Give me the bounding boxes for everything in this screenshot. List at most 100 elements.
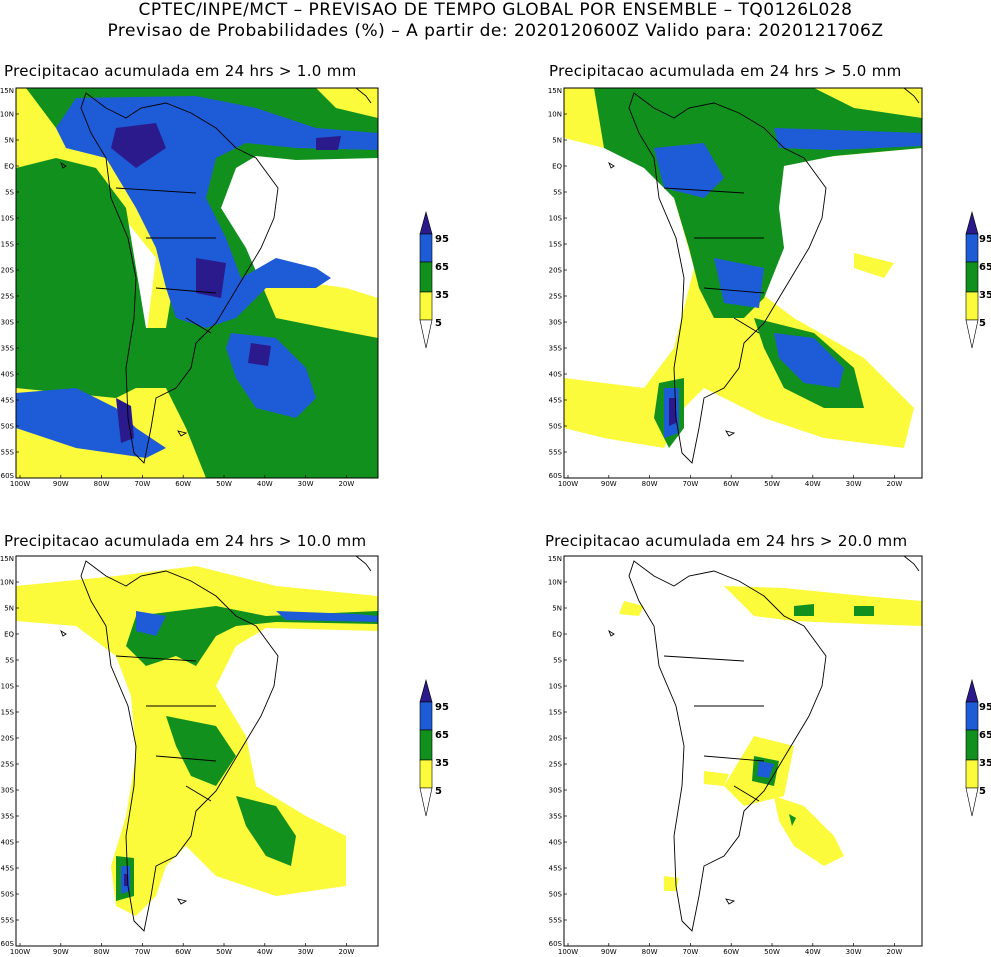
panel-4-lon-label: 60W: [723, 948, 739, 956]
colorbar-3-label-65: 65: [435, 730, 449, 741]
panel-2-lat-label: 30S: [549, 319, 563, 327]
panel-3-lon-label: 80W: [94, 948, 110, 956]
panel-1-lon-label: 20W: [338, 480, 354, 488]
panel-1-lon-label: 90W: [53, 480, 69, 488]
panel-2-lon-label: 80W: [642, 480, 658, 488]
colorbar-1-label-65: 65: [435, 262, 449, 273]
panel-3-map: 15N 10N 5N EQ 5S 10S 15S 20S 25S 30S 35S 40S 45S 50S 5…: [0, 555, 379, 956]
panel-3-lon-label: 100W: [10, 948, 30, 956]
panel-2-lat-label: 5N: [552, 137, 562, 145]
panel-1-lat-label: 35S: [1, 345, 15, 353]
panel-1-lat-label: 30S: [1, 319, 15, 327]
panel-1-lon-label: 50W: [216, 480, 232, 488]
colorbar-4-label-65: 65: [979, 730, 991, 741]
panel-2-lat-label: 5S: [553, 189, 562, 197]
panel-2-lat-label: 25S: [549, 293, 563, 301]
panel-3-lat-label: 10N: [0, 579, 14, 587]
panel-4-lat-label: 40S: [549, 839, 563, 847]
panel-1-lon-label: 30W: [298, 480, 314, 488]
panel-1-lat-label: 25S: [1, 293, 15, 301]
panel-1-lat-label: 20S: [1, 267, 15, 275]
panel-4-lat-label: EQ: [552, 631, 562, 639]
panel-4-title: Precipitacao acumulada em 24 hrs > 20.0 …: [545, 532, 908, 550]
panel-2-lat-label: 40S: [549, 371, 563, 379]
panel-1-lon-label: 80W: [94, 480, 110, 488]
panel-2-lat-label: 20S: [549, 267, 563, 275]
panel-3-lon-label: 70W: [134, 948, 150, 956]
colorbar-1-label-35: 35: [435, 290, 449, 301]
panel-3-title: Precipitacao acumulada em 24 hrs > 10.0 …: [4, 532, 367, 550]
panel-2-lon-label: 30W: [846, 480, 862, 488]
panel-2-lat-label: 15S: [549, 241, 563, 249]
panel-3-lat-label: 5S: [5, 657, 14, 665]
panel-2-lon-label: 90W: [601, 480, 617, 488]
panel-2-lon-label: 20W: [886, 480, 902, 488]
panel-1-lat-label: 10N: [0, 111, 14, 119]
panel-3-lat-label: 15N: [0, 555, 14, 563]
panel-1-lon-label: 70W: [134, 480, 150, 488]
colorbar-2-label-5: 5: [979, 318, 986, 329]
panel-1-lon-label: 100W: [10, 480, 30, 488]
panel-3-lat-label: 25S: [1, 761, 15, 769]
panel-3-lon-label: 60W: [175, 948, 191, 956]
panel-1-lat-label: 50S: [1, 423, 15, 431]
panel-3-lat-label: 30S: [1, 787, 15, 795]
panel-4-lat-label: 35S: [549, 813, 563, 821]
colorbar-2-label-35: 35: [979, 290, 991, 301]
panel-2-lat-label: 45S: [549, 397, 563, 405]
panel-2-lat-label: 10N: [548, 111, 562, 119]
panel-3-lat-label: 10S: [1, 683, 15, 691]
panel-4-lon-label: 70W: [682, 948, 698, 956]
panel-3-lon-label: 90W: [53, 948, 69, 956]
panel-2-lat-label: 60S: [549, 472, 563, 480]
panel-1-map: 15N 10N 5N EQ 5S 10S 15S 20S 25S 30S 35S 40S 45S 50S 5…: [0, 87, 379, 488]
panel-4-lon-ticks: 100W 90W 80W 70W 60W 50W 40W 30W 20W: [558, 943, 902, 956]
panel-3-lat-label: 5N: [4, 605, 14, 613]
panel-2-lon-label: 50W: [764, 480, 780, 488]
panel-1-lon-label: 40W: [257, 480, 273, 488]
panel-2-lon-label: 100W: [558, 480, 578, 488]
panel-4-lat-label: 55S: [549, 917, 563, 925]
panel-1-lat-label: 45S: [1, 397, 15, 405]
panel-4-lat-label: 15N: [548, 555, 562, 563]
panel-3-lat-label: 50S: [1, 891, 15, 899]
panel-4-lat-label: 50S: [549, 891, 563, 899]
panel-4-lat-label: 25S: [549, 761, 563, 769]
panel-4-lon-label: 20W: [886, 948, 902, 956]
panel-4-lat-label: 15S: [549, 709, 563, 717]
panel-1-lon-label: 60W: [175, 480, 191, 488]
panel-2-title: Precipitacao acumulada em 24 hrs > 5.0 m…: [549, 62, 902, 80]
colorbar-2-label-65: 65: [979, 262, 991, 273]
header-line-1: CPTEC/INPE/MCT – PREVISAO DE TEMPO GLOBA…: [138, 0, 853, 20]
panel-4-map: 15N 10N 5N EQ 5S 10S 15S 20S 25S 30S 35S 40S 45S 50S 5…: [548, 555, 923, 956]
panel-3-lat-ticks: 15N 10N 5N EQ 5S 10S 15S 20S 25S 30S 35S 40S 45S 50S 5…: [0, 555, 19, 948]
colorbar-2: 95 65 35 5: [965, 210, 991, 349]
panel-2-lon-label: 40W: [805, 480, 821, 488]
panel-2-lat-label: 50S: [549, 423, 563, 431]
panel-1-lat-label: 55S: [1, 449, 15, 457]
panel-4-lat-label: 5N: [552, 605, 562, 613]
panel-3-lon-label: 50W: [216, 948, 232, 956]
panel-2-lat-label: 35S: [549, 345, 563, 353]
panel-1-lat-label: 40S: [1, 371, 15, 379]
panel-4-lon-label: 100W: [558, 948, 578, 956]
panel-3-lat-label: 60S: [1, 940, 15, 948]
panel-4-coastline: [608, 555, 920, 932]
colorbar-2-label-95: 95: [979, 234, 991, 245]
panel-1-lat-ticks: 15N 10N 5N EQ 5S 10S 15S 20S 25S 30S 35S 40S 45S 50S 5…: [0, 87, 19, 480]
panel-3-lat-label: 35S: [1, 813, 15, 821]
panel-3-lon-label: 30W: [298, 948, 314, 956]
panel-3-lon-label: 40W: [257, 948, 273, 956]
panel-1-lat-label: 10S: [1, 215, 15, 223]
figure-header: CPTEC/INPE/MCT – PREVISAO DE TEMPO GLOBA…: [0, 0, 991, 42]
panel-2-map: 15N 10N 5N EQ 5S 10S 15S 20S 25S 30S 35S 40S 45S 50S 5…: [548, 87, 923, 488]
panel-3-fields: [16, 556, 378, 946]
panel-1-title: Precipitacao acumulada em 24 hrs > 1.0 m…: [4, 62, 357, 80]
panel-4-lat-label: 10N: [548, 579, 562, 587]
colorbar-1-label-5: 5: [435, 318, 442, 329]
panel-1-lat-label: 15N: [0, 87, 14, 95]
colorbar-4-label-35: 35: [979, 758, 991, 769]
panel-2-lat-ticks: 15N 10N 5N EQ 5S 10S 15S 20S 25S 30S 35S 40S 45S 50S 5…: [548, 87, 567, 480]
panel-4-lat-label: 30S: [549, 787, 563, 795]
panel-2-coastline: [608, 87, 920, 464]
